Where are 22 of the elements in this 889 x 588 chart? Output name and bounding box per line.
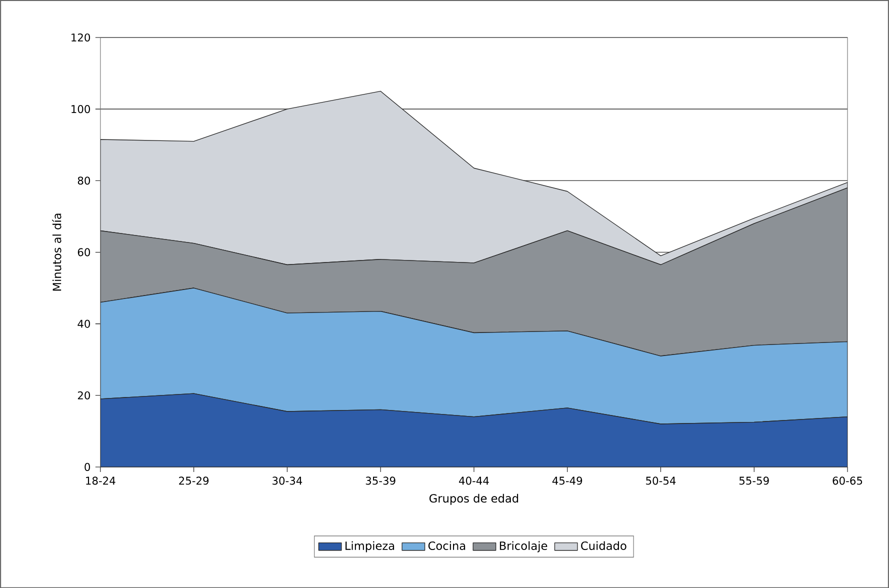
y-axis-title: Minutos al día (52, 214, 62, 290)
legend-label: Cocina (428, 541, 466, 550)
y-tick-label: 0 (84, 462, 90, 471)
legend-label: Limpieza (346, 541, 394, 552)
x-axis-title: Grupos de edad (429, 494, 518, 505)
y-tick-label: 100 (72, 104, 90, 113)
y-tick-label: 80 (78, 176, 90, 184)
x-tick-label: 45-49 (552, 476, 582, 485)
y-tick-label: 120 (72, 33, 90, 42)
x-tick-label: 30-34 (272, 476, 302, 485)
y-tick-label: 60 (78, 248, 90, 256)
legend-label: Cuidado (581, 541, 626, 550)
x-tick-label: 25-29 (179, 476, 209, 485)
y-tick-label: 20 (78, 391, 90, 400)
x-tick-label: 60-65 (832, 476, 862, 485)
x-tick-label: 18-24 (86, 476, 116, 485)
x-tick-label: 50-54 (646, 476, 676, 485)
x-tick-label: 35-39 (366, 476, 396, 485)
legend-label: Bricolaje (500, 541, 548, 552)
y-tick-label: 40 (78, 320, 90, 328)
x-tick-label: 40-44 (459, 476, 489, 485)
x-tick-label: 55-59 (739, 476, 769, 485)
